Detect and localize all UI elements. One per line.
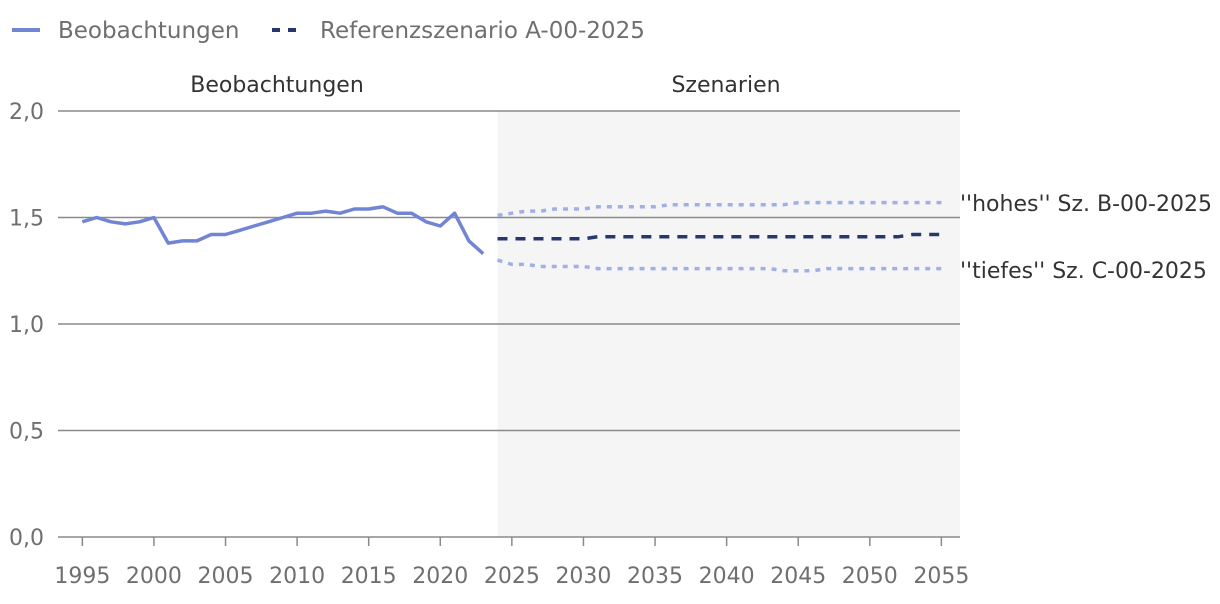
legend-label-reference: Referenzszenario A-00-2025 — [320, 18, 645, 44]
x-tick-label: 2015 — [341, 564, 397, 589]
series-line-low — [496, 258, 942, 273]
label-low-scenario: ''tiefes'' Sz. C-00-2025 — [960, 259, 1207, 284]
x-tick-label: 2050 — [842, 564, 898, 589]
x-tick-label: 2040 — [699, 564, 755, 589]
series-line-high — [497, 200, 942, 218]
label-high-scenario: ''hohes'' Sz. B-00-2025 — [960, 192, 1212, 217]
y-tick-label: 0,0 — [9, 526, 44, 551]
section-label-scenarios: Szenarien — [671, 73, 780, 98]
x-axis: 1995 2000 2005 2010 2015 2020 2025 2030 2035 2040… — [54, 537, 969, 589]
legend: Beobachtungen Referenzszenario A-00-2025 — [12, 18, 645, 44]
x-tick-label: 2030 — [555, 564, 611, 589]
y-axis: 0,0 0,5 1,0 1,5 2,0 — [9, 100, 44, 551]
section-label-observed: Beobachtungen — [190, 73, 364, 98]
x-tick-label: 2025 — [484, 564, 540, 589]
y-tick-label: 1,5 — [9, 207, 44, 232]
y-tick-label: 2,0 — [9, 100, 44, 125]
y-tick-label: 0,5 — [9, 420, 44, 445]
gridlines — [58, 110, 960, 538]
x-tick-label: 1995 — [54, 564, 110, 589]
legend-label-observed: Beobachtungen — [58, 18, 239, 44]
x-tick-label: 2010 — [269, 564, 325, 589]
data-lines — [81, 200, 942, 273]
x-tick-label: 2035 — [627, 564, 683, 589]
x-tick-label: 2000 — [126, 564, 182, 589]
y-tick-label: 1,0 — [9, 313, 44, 338]
series-line-observed — [81, 205, 485, 256]
x-tick-label: 2055 — [913, 564, 969, 589]
series-line-reference — [497, 232, 942, 241]
x-tick-label: 2005 — [198, 564, 254, 589]
x-tick-label: 2020 — [412, 564, 468, 589]
x-tick-label: 2045 — [770, 564, 826, 589]
